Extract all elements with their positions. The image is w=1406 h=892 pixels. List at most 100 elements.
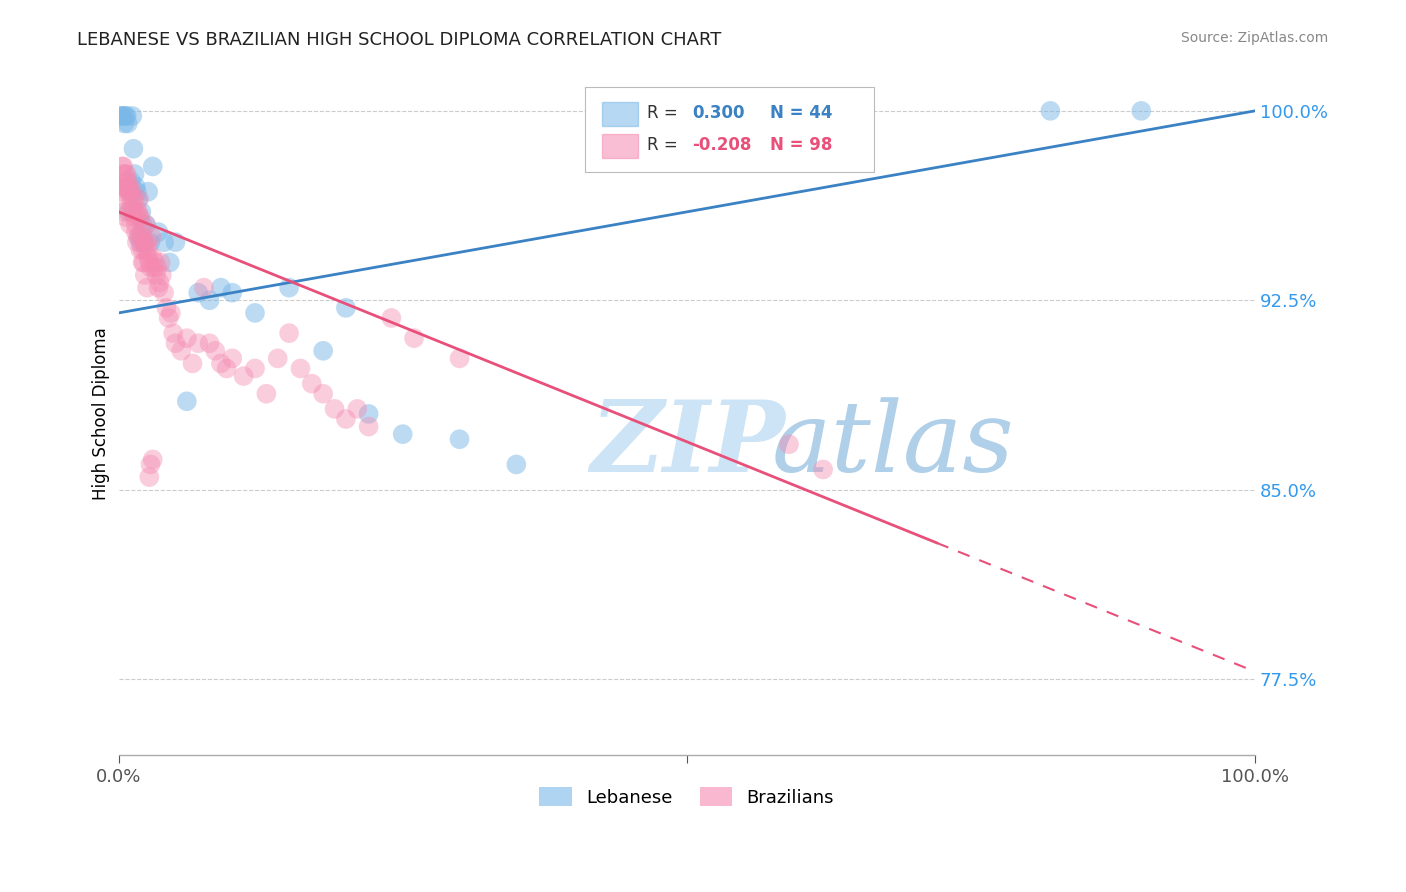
Point xyxy=(112,116,135,130)
Point xyxy=(114,109,136,123)
Point xyxy=(136,280,159,294)
Point xyxy=(312,343,335,358)
Point xyxy=(120,200,142,214)
Point xyxy=(141,230,163,244)
Point xyxy=(221,285,243,300)
Point xyxy=(122,142,145,156)
Point xyxy=(232,369,254,384)
Point xyxy=(148,276,170,290)
Point xyxy=(778,437,800,451)
Point xyxy=(139,235,162,250)
Point xyxy=(142,260,165,275)
Point xyxy=(142,160,165,174)
Point xyxy=(128,192,150,206)
Text: R =: R = xyxy=(647,136,683,153)
Point xyxy=(204,343,226,358)
Point xyxy=(505,458,527,472)
Point xyxy=(323,401,346,416)
Point xyxy=(176,331,198,345)
Point xyxy=(811,462,834,476)
Point xyxy=(136,243,159,257)
Text: N = 98: N = 98 xyxy=(769,136,832,153)
Point xyxy=(131,243,153,257)
Point xyxy=(114,210,136,224)
Point xyxy=(112,179,135,194)
Point xyxy=(380,310,402,325)
Point xyxy=(157,310,180,325)
Point xyxy=(254,386,277,401)
Point xyxy=(131,225,153,239)
Point xyxy=(162,326,184,340)
Point xyxy=(176,394,198,409)
Point xyxy=(346,401,368,416)
Point xyxy=(115,175,138,189)
Point xyxy=(132,255,155,269)
Text: N = 44: N = 44 xyxy=(769,103,832,121)
Point xyxy=(146,260,169,275)
FancyBboxPatch shape xyxy=(602,134,638,158)
Point xyxy=(117,179,139,194)
Point xyxy=(129,235,152,250)
Point xyxy=(128,210,150,224)
Point xyxy=(125,205,148,219)
Point xyxy=(357,419,380,434)
Point xyxy=(312,386,335,401)
Point xyxy=(290,361,312,376)
Point xyxy=(111,109,134,123)
Point xyxy=(150,268,173,282)
Point xyxy=(122,192,145,206)
FancyBboxPatch shape xyxy=(602,102,638,126)
Point xyxy=(221,351,243,366)
Point xyxy=(138,470,160,484)
Point xyxy=(278,280,301,294)
Point xyxy=(118,205,141,219)
Point xyxy=(127,192,149,206)
Point xyxy=(115,109,138,123)
Point xyxy=(215,361,238,376)
Legend: Lebanese, Brazilians: Lebanese, Brazilians xyxy=(531,780,841,814)
Point xyxy=(187,285,209,300)
Point xyxy=(131,255,153,269)
Point xyxy=(181,356,204,370)
Point xyxy=(139,260,162,275)
Point xyxy=(111,160,134,174)
Point xyxy=(193,280,215,294)
Point xyxy=(117,175,139,189)
Point xyxy=(134,268,156,282)
Text: 0.300: 0.300 xyxy=(692,103,745,121)
Point xyxy=(153,235,176,250)
Point xyxy=(142,251,165,265)
Point xyxy=(124,167,146,181)
Point xyxy=(404,331,426,345)
Point xyxy=(136,185,159,199)
Point xyxy=(112,160,135,174)
Point xyxy=(267,351,290,366)
Point xyxy=(145,268,167,282)
Point xyxy=(170,343,193,358)
Point xyxy=(122,205,145,219)
Point xyxy=(125,185,148,199)
Text: LEBANESE VS BRAZILIAN HIGH SCHOOL DIPLOMA CORRELATION CHART: LEBANESE VS BRAZILIAN HIGH SCHOOL DIPLOM… xyxy=(77,31,721,49)
Point xyxy=(449,432,471,446)
Point xyxy=(111,185,134,199)
Point xyxy=(120,175,142,189)
Point xyxy=(124,192,146,206)
Point xyxy=(357,407,380,421)
Point xyxy=(1130,103,1153,118)
Point xyxy=(114,167,136,181)
Point xyxy=(160,306,183,320)
Point xyxy=(187,336,209,351)
Point xyxy=(131,205,153,219)
Point xyxy=(121,205,143,219)
Text: R =: R = xyxy=(647,103,683,121)
Point xyxy=(112,205,135,219)
Point xyxy=(136,251,159,265)
Point xyxy=(118,179,141,194)
FancyBboxPatch shape xyxy=(585,87,875,172)
Point xyxy=(165,235,187,250)
Point xyxy=(132,235,155,250)
Point xyxy=(198,293,221,308)
Point xyxy=(112,167,135,181)
Point xyxy=(120,192,142,206)
Point xyxy=(1039,103,1062,118)
